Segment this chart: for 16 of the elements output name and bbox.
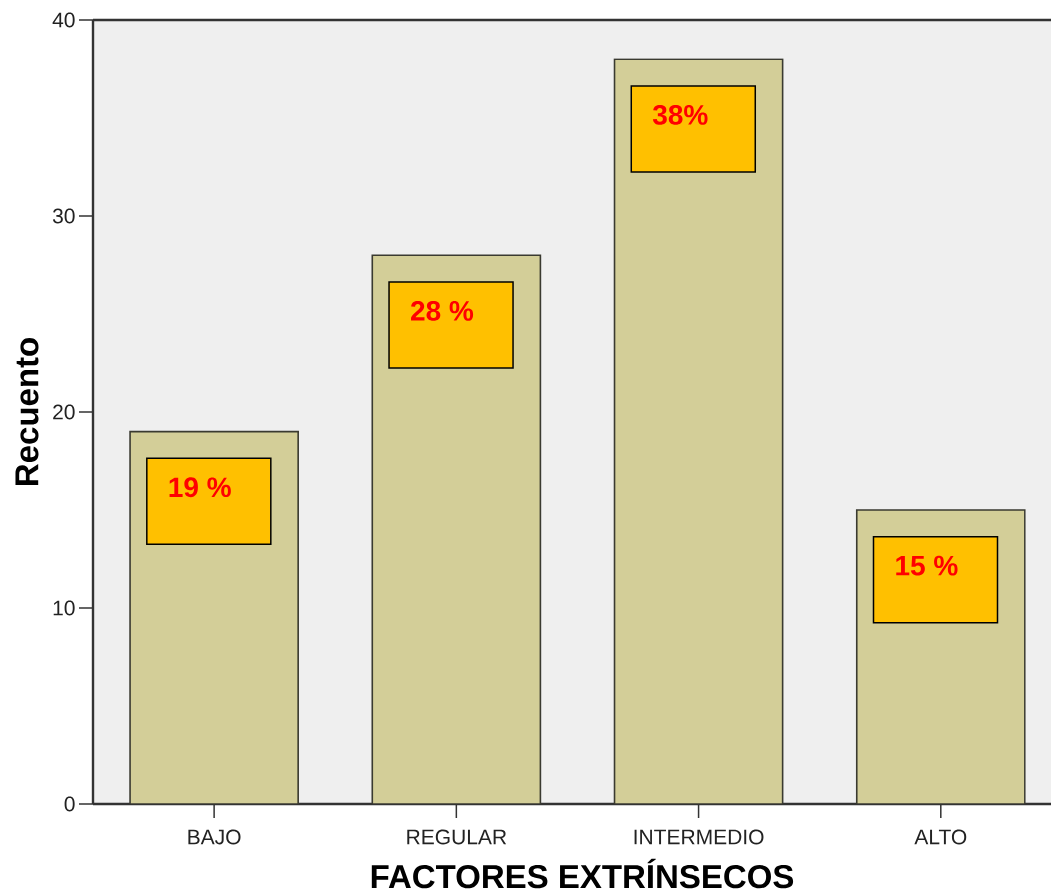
data-label: 28 % [411,300,474,321]
data-label: 19 % [169,477,231,498]
y-tick-label: 30 [52,208,75,224]
y-axis-title: Recuento [15,338,39,485]
x-tick-label: INTERMEDIO [634,829,764,845]
bar [613,58,784,804]
y-tick-label: 0 [64,796,75,812]
x-tick-label: ALTO [914,829,967,845]
y-tick-label: 10 [53,600,75,616]
y-tick-label: 40 [52,12,75,28]
x-axis-title: FACTORES EXTRÍNSECOS [371,858,794,889]
data-label: 38% [652,104,708,125]
x-tick-label: REGULAR [407,829,507,845]
y-tick-label: 20 [53,404,75,420]
x-tick-label: BAJO [188,829,241,845]
data-label: 15 % [896,555,958,576]
